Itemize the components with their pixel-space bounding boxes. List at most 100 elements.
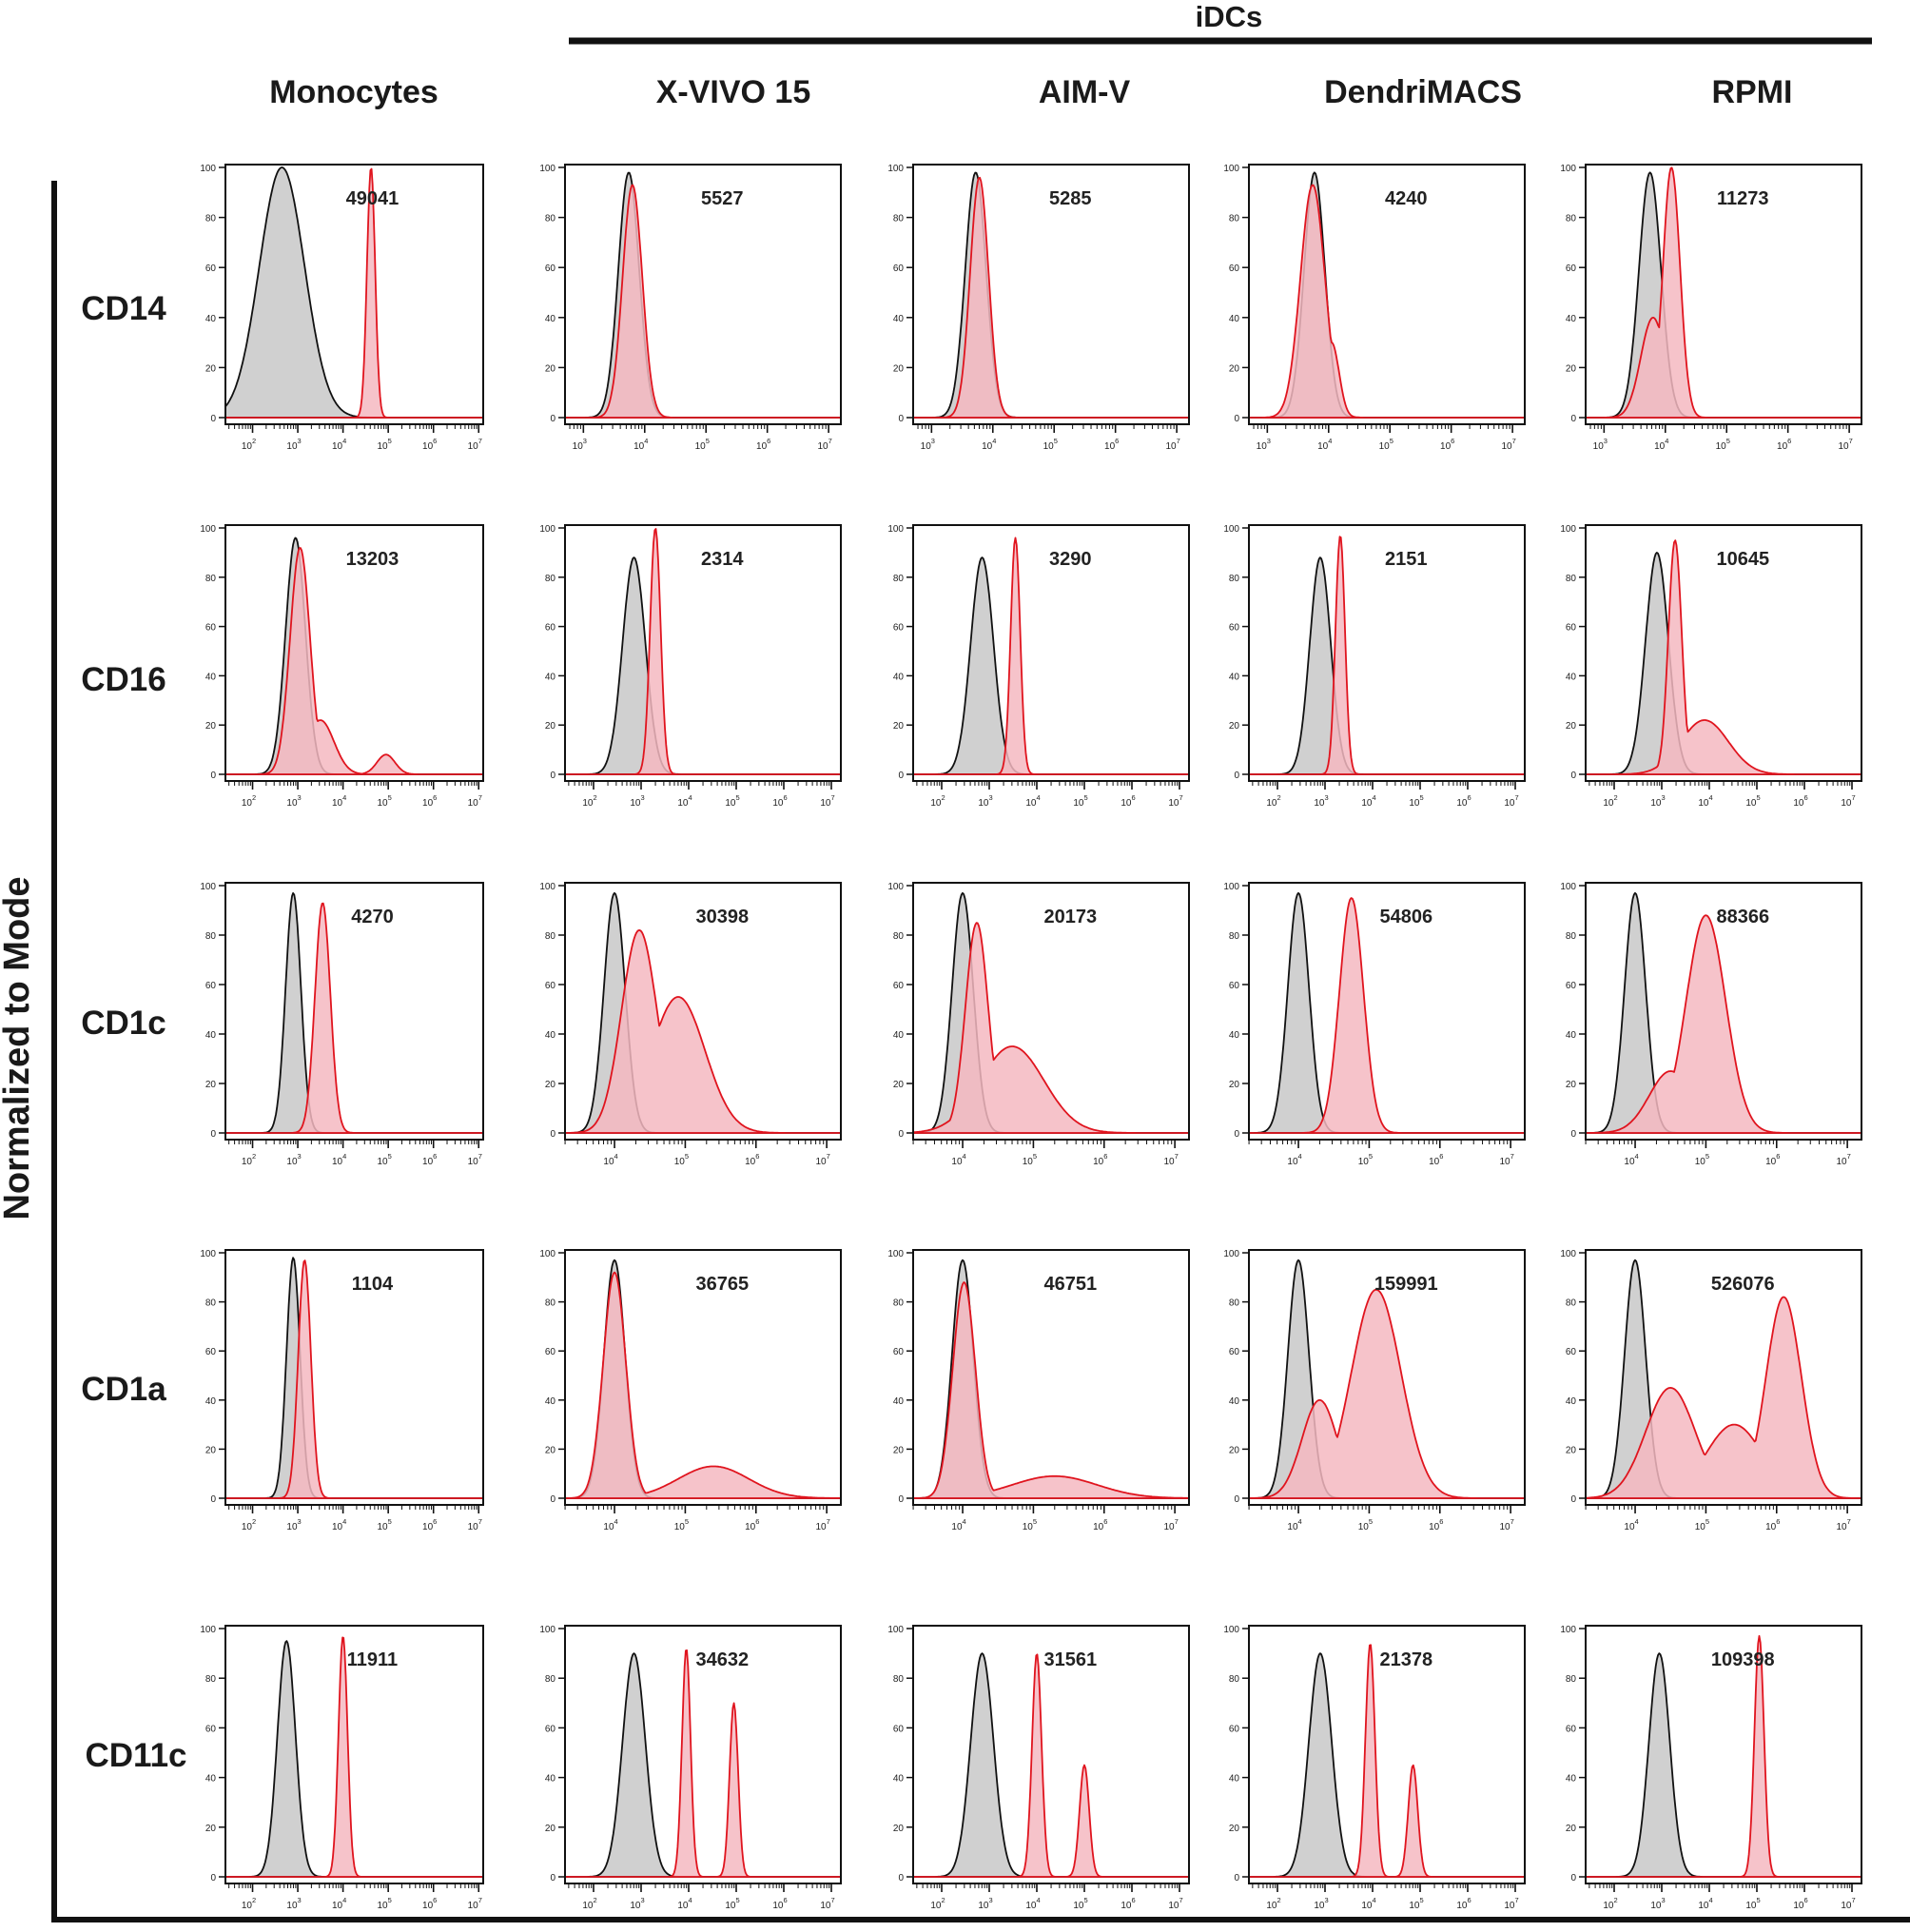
x-tick-exponent: 6 bbox=[433, 1517, 437, 1526]
x-tick-exponent: 4 bbox=[1635, 1517, 1639, 1526]
x-tick-label: 106 bbox=[772, 793, 787, 809]
x-tick-label: 104 bbox=[332, 793, 346, 809]
mfi-value-cd16-monocytes: 13203 bbox=[346, 549, 400, 570]
y-tick-label: 0 bbox=[1570, 1494, 1576, 1505]
x-tick-exponent: 2 bbox=[1277, 793, 1280, 802]
y-tick-label: 100 bbox=[539, 882, 555, 892]
x-tick-exponent: 5 bbox=[1726, 437, 1730, 445]
x-tick-exponent: 6 bbox=[433, 793, 437, 802]
mfi-value-cd11c-x-vivo-15: 34632 bbox=[695, 1649, 749, 1670]
x-tick-exponent: 7 bbox=[1851, 1896, 1855, 1904]
column-header-rpmi: RPMI bbox=[1712, 74, 1793, 110]
y-tick-label: 100 bbox=[539, 1625, 555, 1635]
x-tick-label: 107 bbox=[468, 1896, 482, 1911]
stain-histogram-cd1c-aim-v bbox=[912, 922, 1190, 1134]
y-tick-label: 80 bbox=[1229, 1298, 1240, 1309]
y-tick-label: 80 bbox=[1566, 931, 1577, 942]
x-tick-label: 104 bbox=[1698, 1896, 1712, 1911]
y-tick-label: 100 bbox=[1223, 882, 1239, 892]
y-tick-label: 40 bbox=[893, 314, 905, 324]
y-tick-label: 40 bbox=[1229, 314, 1240, 324]
y-tick-label: 0 bbox=[1570, 414, 1576, 424]
x-tick-exponent: 5 bbox=[1369, 1517, 1373, 1526]
y-tick-label: 100 bbox=[200, 1625, 216, 1635]
y-tick-label: 60 bbox=[893, 981, 905, 991]
panel-cd11c-rpmi: 0 20 40 60 80 100 102 103 104 105 106 107 109398 bbox=[1560, 1625, 1862, 1911]
x-tick-label: 106 bbox=[756, 437, 770, 452]
mfi-value-cd1c-dendrimacs: 54806 bbox=[1379, 907, 1432, 927]
x-tick-label: 104 bbox=[677, 793, 692, 809]
y-tick-label: 60 bbox=[545, 1724, 556, 1734]
panel-cd14-rpmi: 0 20 40 60 80 100 103 104 105 106 107 11273 bbox=[1560, 164, 1862, 452]
y-tick-label: 80 bbox=[1566, 214, 1577, 224]
panel-cd14-x-vivo-15: 0 20 40 60 80 100 103 104 105 106 107 5527 bbox=[539, 164, 842, 452]
x-tick-label: 106 bbox=[422, 1896, 437, 1911]
x-tick-exponent: 2 bbox=[941, 1896, 945, 1904]
y-tick-label: 60 bbox=[1229, 1724, 1240, 1734]
x-tick-label: 107 bbox=[1499, 1517, 1513, 1532]
x-tick-exponent: 2 bbox=[1277, 1896, 1280, 1904]
x-tick-label: 105 bbox=[378, 437, 392, 452]
x-tick-exponent: 6 bbox=[1803, 793, 1807, 802]
x-tick-exponent: 2 bbox=[252, 793, 256, 802]
x-tick-exponent: 5 bbox=[388, 1517, 392, 1526]
stain-histogram-cd11c-x-vivo-15 bbox=[564, 1649, 842, 1878]
y-tick-label: 20 bbox=[1229, 1080, 1240, 1090]
x-tick-exponent: 3 bbox=[298, 1152, 302, 1161]
x-tick-label: 106 bbox=[1093, 1517, 1107, 1532]
y-tick-label: 80 bbox=[893, 214, 905, 224]
stain-histogram-cd16-dendrimacs bbox=[1248, 536, 1526, 775]
mfi-value-cd1a-aim-v: 46751 bbox=[1043, 1274, 1097, 1295]
x-tick-exponent: 4 bbox=[963, 1517, 966, 1526]
x-tick-label: 107 bbox=[1501, 437, 1515, 452]
y-tick-label: 20 bbox=[205, 1445, 217, 1455]
mfi-value-cd16-rpmi: 10645 bbox=[1716, 549, 1769, 570]
panel-cd14-dendrimacs: 0 20 40 60 80 100 103 104 105 106 107 4240 bbox=[1223, 164, 1526, 452]
x-tick-label: 104 bbox=[951, 1517, 965, 1532]
x-tick-label: 105 bbox=[378, 1517, 392, 1532]
stain-histogram-cd16-aim-v bbox=[912, 537, 1190, 775]
x-tick-exponent: 6 bbox=[755, 1152, 759, 1161]
y-tick-label: 20 bbox=[1229, 1445, 1240, 1455]
y-tick-label: 40 bbox=[893, 1396, 905, 1407]
x-tick-exponent: 7 bbox=[1851, 793, 1855, 802]
x-tick-exponent: 3 bbox=[298, 1517, 302, 1526]
x-tick-label: 103 bbox=[978, 1896, 992, 1911]
y-tick-label: 60 bbox=[893, 1347, 905, 1357]
column-header-aim-v: AIM-V bbox=[1039, 74, 1131, 110]
y-tick-label: 0 bbox=[898, 1873, 904, 1883]
column-header-x-vivo-15: X-VIVO 15 bbox=[656, 74, 811, 110]
y-tick-label: 20 bbox=[205, 363, 217, 374]
x-tick-label: 103 bbox=[1314, 793, 1328, 809]
stain-histogram-cd1a-monocytes bbox=[224, 1259, 484, 1499]
panel-cd1a-aim-v: 0 20 40 60 80 100 104 105 106 107 46751 bbox=[887, 1249, 1190, 1532]
y-tick-label: 80 bbox=[1229, 1674, 1240, 1685]
y-tick-label: 60 bbox=[545, 1347, 556, 1357]
x-tick-label: 105 bbox=[1073, 1896, 1087, 1911]
plot-frame-cd11c-monocytes bbox=[224, 1625, 484, 1884]
x-tick-exponent: 3 bbox=[1324, 1896, 1328, 1904]
x-tick-exponent: 6 bbox=[767, 437, 770, 445]
x-tick-exponent: 2 bbox=[1613, 793, 1617, 802]
y-tick-label: 60 bbox=[893, 623, 905, 634]
panel-cd14-monocytes: 0 20 40 60 80 100 102 103 104 105 106 107 49041 bbox=[200, 164, 484, 452]
panels-layer: 0204060801001021031041051061074904102040… bbox=[200, 164, 1862, 1911]
y-tick-label: 40 bbox=[1566, 1030, 1577, 1041]
x-tick-label: 105 bbox=[378, 1152, 392, 1167]
y-tick-label: 0 bbox=[1570, 1873, 1576, 1883]
x-tick-exponent: 4 bbox=[963, 1152, 966, 1161]
panel-cd16-aim-v: 0 20 40 60 80 100 102 103 104 105 106 107 3290 bbox=[887, 524, 1190, 809]
x-tick-label: 104 bbox=[951, 1152, 965, 1167]
control-histogram-cd16-aim-v bbox=[912, 556, 1190, 775]
x-tick-label: 105 bbox=[378, 793, 392, 809]
x-tick-label: 104 bbox=[1698, 793, 1712, 809]
stain-histogram-cd1a-dendrimacs bbox=[1248, 1288, 1526, 1499]
x-tick-exponent: 6 bbox=[783, 1896, 787, 1904]
x-tick-exponent: 7 bbox=[1514, 1896, 1518, 1904]
stain-histogram-cd16-x-vivo-15 bbox=[564, 528, 842, 775]
x-tick-label: 102 bbox=[242, 1152, 256, 1167]
y-tick-label: 0 bbox=[550, 1494, 555, 1505]
x-tick-label: 102 bbox=[242, 437, 256, 452]
mfi-value-cd1a-monocytes: 1104 bbox=[352, 1274, 394, 1295]
x-tick-exponent: 6 bbox=[1439, 1152, 1443, 1161]
